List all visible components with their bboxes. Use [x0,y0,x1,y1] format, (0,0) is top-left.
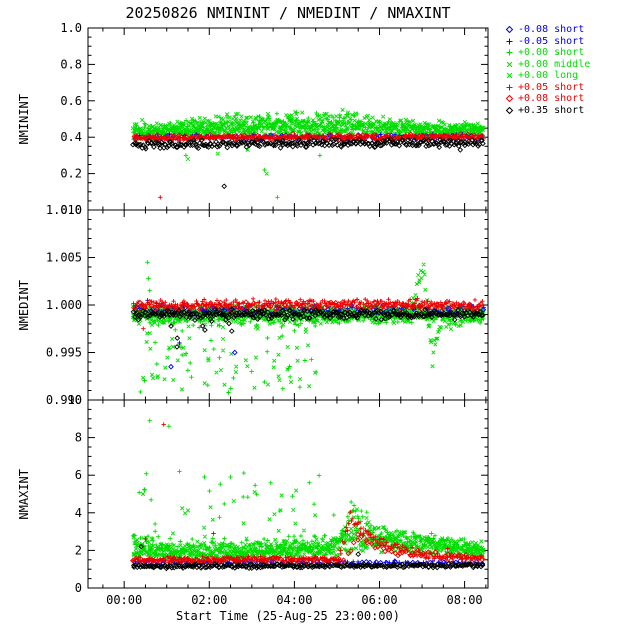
legend-symbol-diamond-icon [505,106,514,114]
legend-label: +0.05 short [518,81,585,93]
x-tick-label: 00:00 [106,593,142,607]
legend-label: -0.05 short [518,35,585,47]
legend-item-0: -0.08 short [503,24,590,36]
legend-symbol-plus-icon [506,38,513,45]
legend-label: +0.00 long [518,70,579,82]
legend-label: +0.35 short [518,104,585,116]
y-tick-label: 1.010 [46,203,82,217]
legend-label: +0.08 short [518,93,585,105]
panel-nmaxint: 00:00 02:00 04:00 06:00 08:00 0 2 4 6 8 10 [68,393,489,607]
y-tick-label: 0.6 [60,94,82,108]
series-+0.00-middle [130,262,486,392]
y-tick-label: 1.005 [46,251,82,265]
legend-symbol-cross-icon [506,61,513,68]
y-tick-label: 0 [75,581,82,595]
y-tick-label: 2 [75,543,82,557]
legend-symbol-plus-icon [506,84,513,91]
series-+0.00-short [130,260,486,395]
series-+0.35-short [130,543,486,572]
x-tick-label: 04:00 [276,593,312,607]
panel-nmedint: 0.990 0.995 1.000 1.005 1.010 [46,203,489,407]
scatter-nmedint [130,260,487,395]
y-tick-label: 0.0 [60,203,82,217]
legend-item-3: +0.00 middle [503,59,590,71]
y-tick-label: 0.990 [46,393,82,407]
legend: -0.08 short -0.05 short +0.00 short +0.0… [503,24,590,116]
y-tick-label: 0.2 [60,167,82,181]
chart-title: 20250826 NMININT / NMEDINT / NMAXINT [125,4,451,22]
legend-item-6: +0.08 short [503,93,590,105]
legend-item-1: -0.05 short [503,36,590,48]
x-tick-label: 02:00 [191,593,227,607]
series-+0.35-short [130,136,486,190]
y-tick-label: 6 [75,468,82,482]
legend-label: +0.00 middle [518,58,591,70]
legend-item-5: +0.05 short [503,82,590,94]
scatter-nminint [130,107,486,200]
panel-nminint: 0.0 0.2 0.4 0.6 0.8 1.0 [60,21,489,217]
y-tick-label: 8 [75,431,82,445]
y-tick-label: 0.995 [46,346,82,360]
y-tick-label: 0.8 [60,57,82,71]
x-tick-label: 08:00 [447,593,483,607]
legend-item-7: +0.35 short [503,105,590,117]
legend-item-2: +0.00 short [503,47,590,59]
x-tick-label: 06:00 [361,593,397,607]
y-tick-label: 10 [68,393,82,407]
legend-symbol-diamond-icon [505,26,514,34]
legend-label: -0.08 short [518,24,585,36]
y-tick-label: 4 [75,506,82,520]
legend-symbol-plus-icon [506,49,513,56]
y-tick-label: 0.4 [60,130,82,144]
series-+0.35-short [130,306,486,350]
x-axis-label: Start Time (25-Aug-25 23:00:00) [176,609,400,623]
legend-symbol-diamond-icon [505,95,514,103]
scatter-nmaxint [130,418,486,572]
legend-label: +0.00 short [518,47,585,59]
legend-item-4: +0.00 long [503,70,590,82]
y-tick-label: 1.0 [60,21,82,35]
y-tick-label: 1.000 [46,298,82,312]
legend-symbol-cross-icon [506,72,513,79]
